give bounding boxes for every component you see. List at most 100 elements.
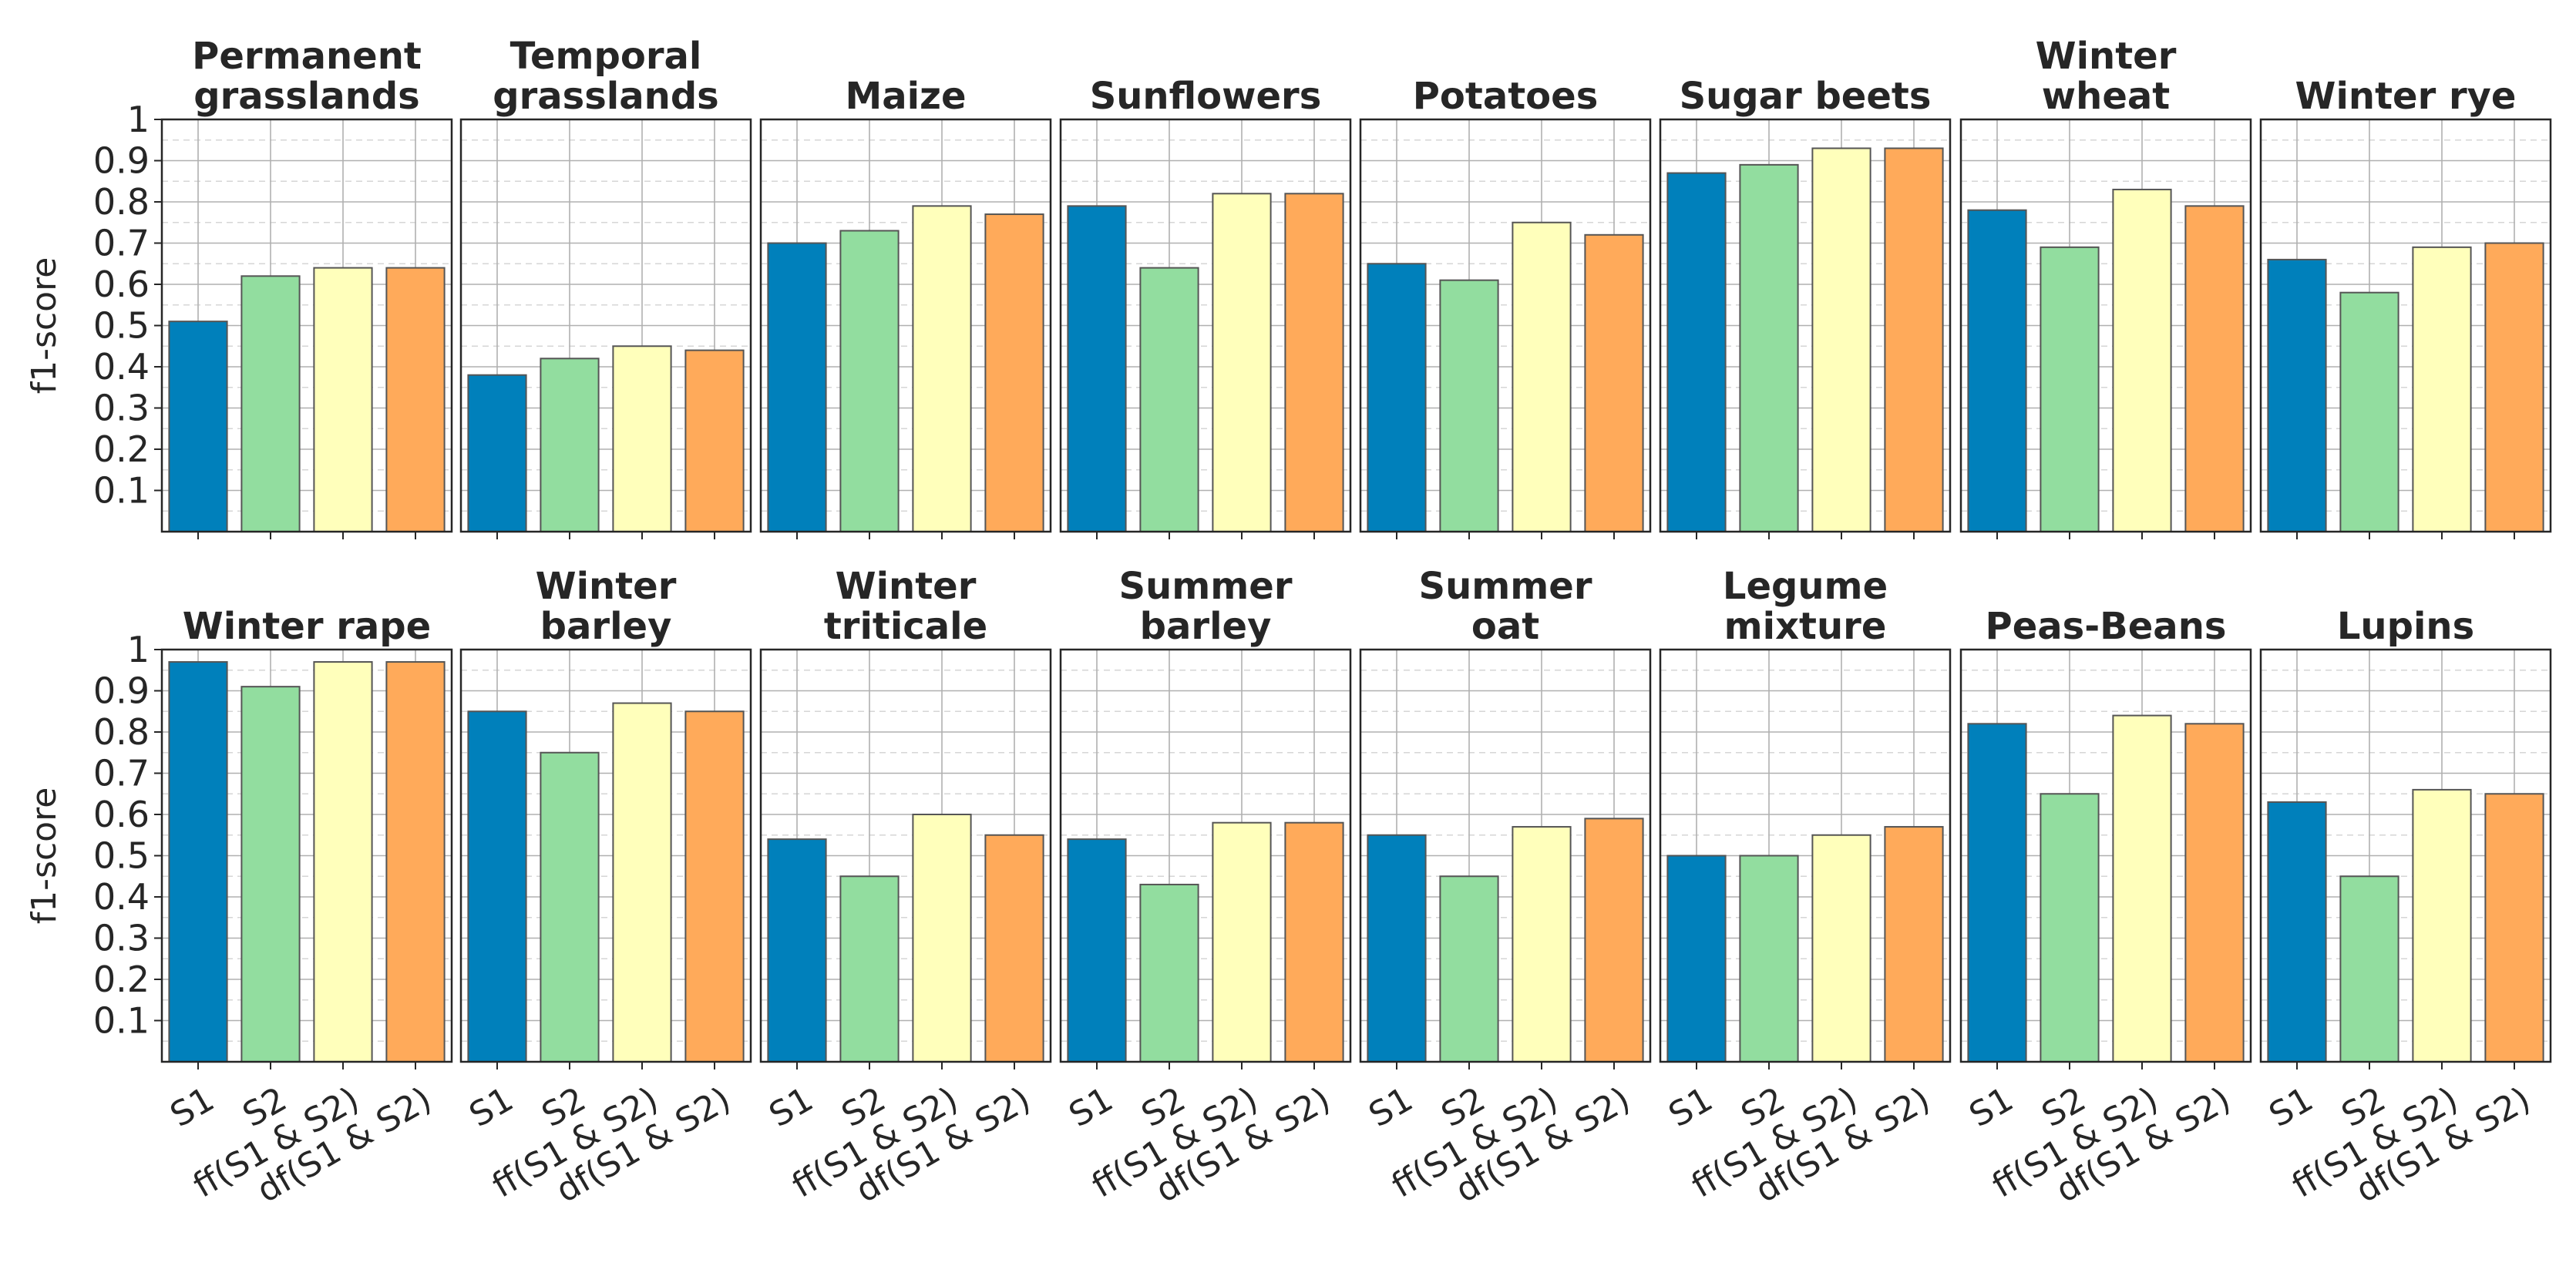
y-tick-label: 0.5	[93, 305, 150, 347]
bar-4	[385, 661, 446, 1063]
panel-8: Winter rye	[2259, 75, 2552, 539]
panel-title: oat	[1471, 605, 1539, 648]
bar-4	[684, 349, 745, 532]
bar-2	[2339, 875, 2399, 1063]
panel-frame	[2259, 118, 2552, 533]
bar-3	[1811, 147, 1871, 532]
bar-1	[467, 710, 527, 1063]
bar-4	[1884, 147, 1944, 532]
panel-9: Winter rape 0.10.20.30.40.50.60.70.80.91 f…	[25, 605, 453, 1211]
panel-title: Potatoes	[1413, 75, 1599, 118]
panel-5: Potatoes	[1359, 75, 1652, 539]
bar-1	[467, 374, 527, 533]
panel-frame	[459, 118, 752, 533]
bar-2	[2040, 246, 2100, 532]
panel-title: mixture	[1724, 605, 1887, 648]
bar-1	[168, 661, 228, 1063]
bar-2	[1439, 875, 1499, 1063]
bar-1	[2267, 258, 2327, 532]
panel-6: Sugar beets	[1659, 75, 1952, 539]
bar-3	[1512, 221, 1572, 532]
y-tick-label: 0.9	[93, 670, 150, 712]
bar-4	[2484, 793, 2544, 1063]
bar-3	[2112, 714, 2172, 1063]
bar-4	[1884, 826, 1944, 1063]
y-tick-label: 0.7	[93, 753, 150, 794]
bar-4	[1284, 821, 1344, 1063]
bar-1	[168, 321, 228, 532]
bar-3	[612, 702, 672, 1063]
bar-4	[385, 267, 446, 532]
y-tick-label: 0.1	[93, 1000, 150, 1042]
panel-frame	[759, 118, 1052, 533]
panel-title: Legume	[1723, 565, 1888, 608]
bar-4	[1584, 233, 1644, 532]
panel-title: grasslands	[493, 75, 719, 118]
panel-title: barley	[1140, 605, 1272, 648]
bar-4	[1584, 818, 1644, 1063]
bar-3	[2412, 246, 2472, 532]
bar-3	[313, 267, 373, 532]
x-tick-label: S1	[164, 1080, 221, 1135]
y-tick-label: 0.7	[93, 223, 150, 264]
bar-4	[984, 213, 1044, 532]
x-tick-label: S1	[1063, 1080, 1120, 1135]
y-tick-label: 0.2	[93, 959, 150, 1000]
bar-2	[1139, 267, 1199, 532]
panel-frame	[1959, 648, 2252, 1063]
bar-4	[2484, 242, 2544, 532]
bar-3	[912, 205, 972, 532]
panel-frame	[1059, 648, 1352, 1063]
bar-2	[2040, 793, 2100, 1063]
x-tick-label: S1	[1363, 1080, 1420, 1135]
y-tick-label: 0.5	[93, 835, 150, 877]
y-tick-label: 0.3	[93, 388, 150, 429]
panel-title: Sunflowers	[1090, 75, 1322, 118]
panel-title: Summer	[1119, 565, 1293, 608]
bar-3	[2112, 188, 2172, 532]
bar-3	[612, 345, 672, 532]
bar-1	[1067, 205, 1127, 532]
bar-1	[1967, 723, 2027, 1063]
panel-title: barley	[540, 605, 672, 648]
y-tick-label: 0.8	[93, 181, 150, 223]
bar-2	[2339, 291, 2399, 532]
bar-2	[540, 358, 600, 532]
x-tick-label: S1	[463, 1080, 520, 1135]
x-tick-label: S1	[1963, 1080, 2020, 1135]
bar-2	[1439, 279, 1499, 532]
panel-title: Sugar beets	[1680, 75, 1932, 118]
panel-frame	[1059, 118, 1352, 533]
bar-3	[1212, 821, 1272, 1063]
bar-1	[767, 242, 827, 532]
panel-frame	[459, 648, 752, 1063]
panel-title: Temporal	[510, 35, 702, 78]
panel-title: Lupins	[2337, 605, 2474, 648]
bar-3	[1212, 193, 1272, 533]
panel-title: Winter	[2036, 35, 2177, 78]
bar-3	[2412, 788, 2472, 1063]
y-tick-label: 1	[127, 629, 150, 670]
y-axis-label: f1-score	[25, 257, 64, 395]
y-tick-label: 0.4	[93, 876, 150, 918]
panel-title: triticale	[824, 605, 987, 648]
panel-title: Permanent	[192, 35, 422, 78]
bar-4	[684, 710, 745, 1063]
bar-2	[1739, 855, 1799, 1063]
bar-2	[240, 686, 301, 1063]
y-tick-label: 0.8	[93, 711, 150, 753]
x-tick-label: S1	[1663, 1080, 1720, 1135]
bar-1	[767, 838, 827, 1063]
bar-3	[912, 814, 972, 1063]
panel-frame	[1659, 648, 1952, 1063]
bar-4	[1284, 193, 1344, 533]
bar-1	[1067, 838, 1127, 1063]
